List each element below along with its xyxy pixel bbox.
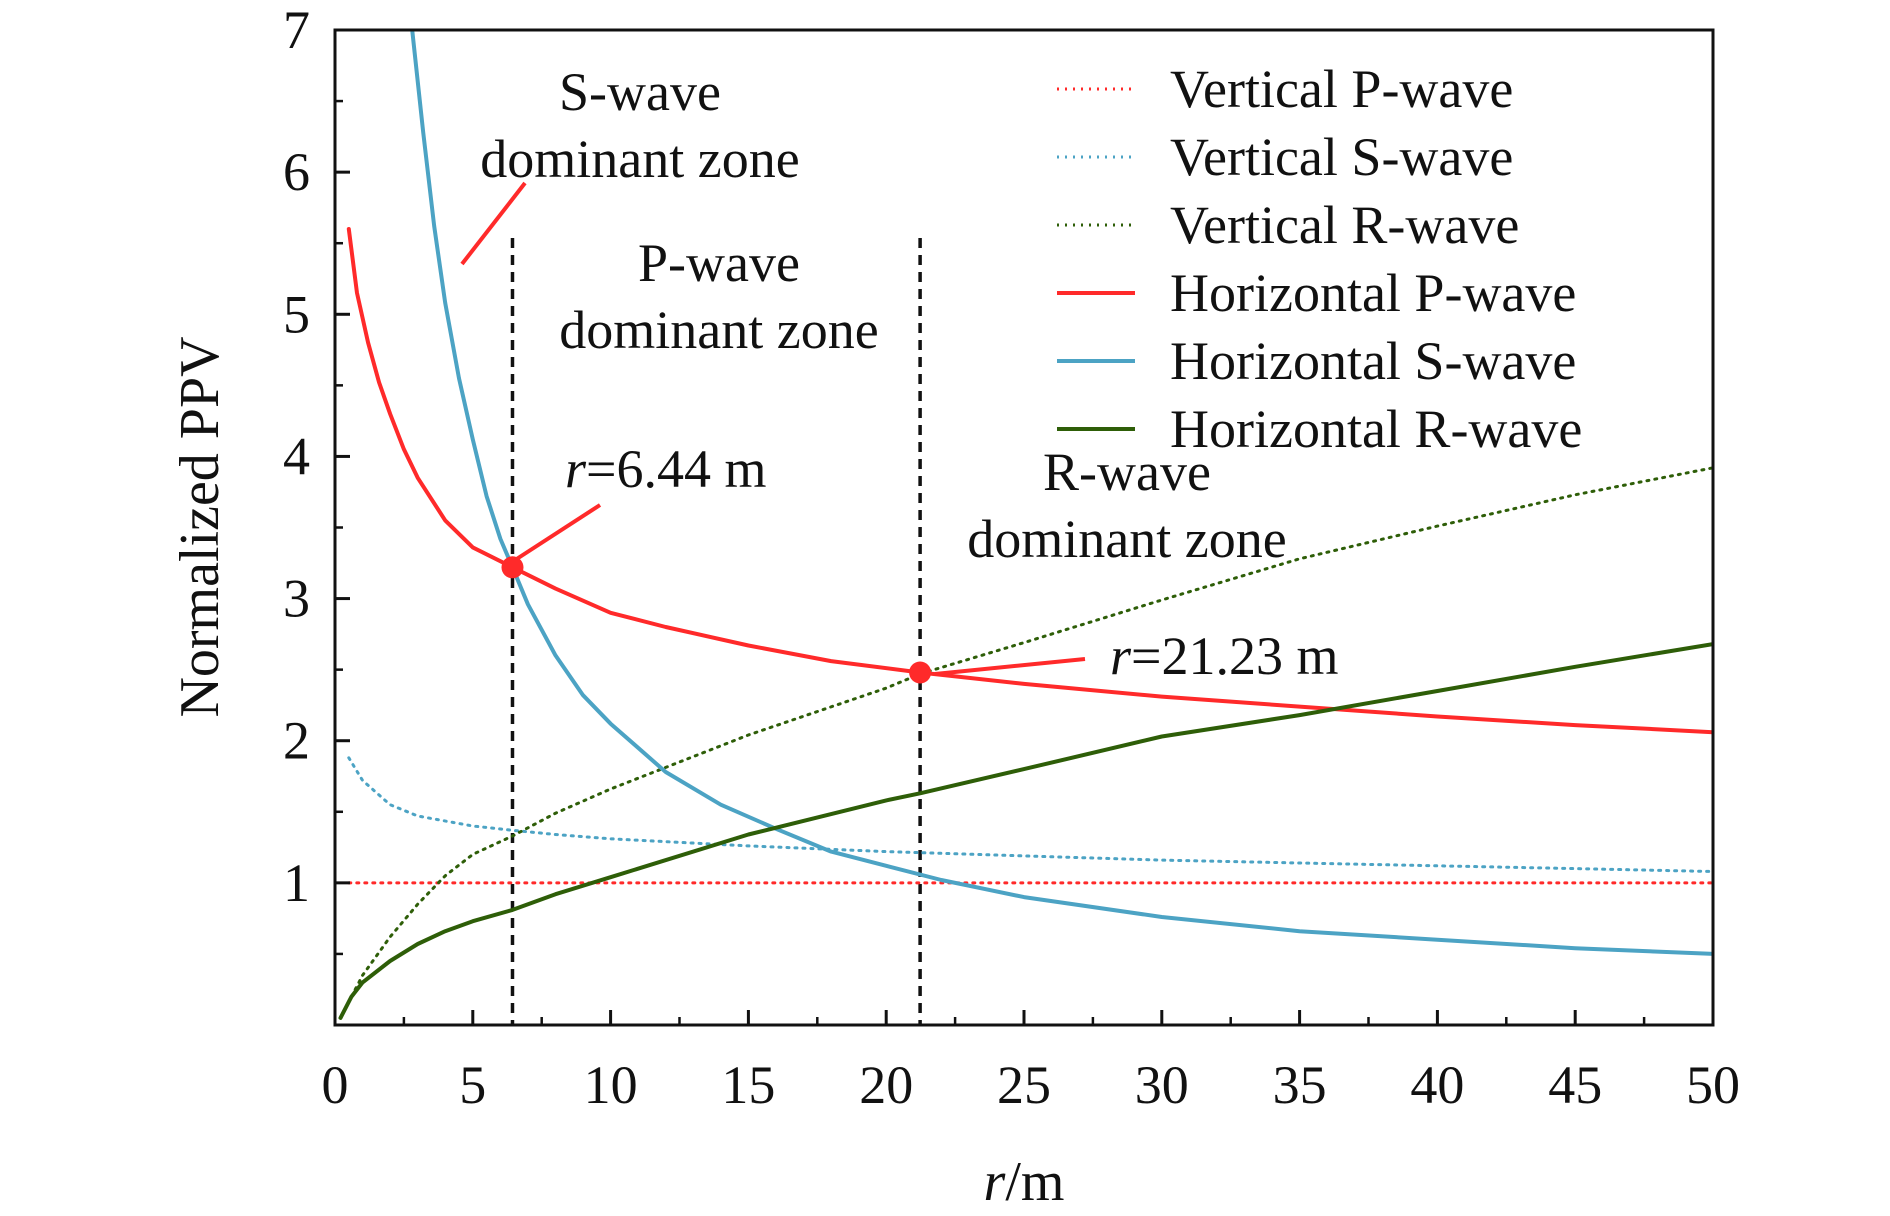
- legend-label: Vertical R-wave: [1170, 195, 1519, 255]
- s-zone-label-line1: S-wave: [559, 62, 721, 122]
- annotation-r-21.23: r=21.23 m: [1110, 626, 1338, 686]
- x-tick-label: 0: [322, 1055, 349, 1115]
- x-tick-label: 20: [859, 1055, 913, 1115]
- legend-item-vertical-p-wave: Vertical P-wave: [1057, 59, 1513, 119]
- y-tick-label: 1: [283, 853, 310, 913]
- pointer-line-r-21.23: [934, 657, 1086, 676]
- annotation-r-6.44: r=6.44 m: [565, 439, 766, 499]
- legend-item-vertical-r-wave: Vertical R-wave: [1057, 195, 1519, 255]
- r-zone-label-line2: dominant zone: [967, 509, 1286, 569]
- y-tick-label: 2: [283, 711, 310, 771]
- x-tick-label: 35: [1273, 1055, 1327, 1115]
- y-tick-label: 6: [283, 142, 310, 202]
- x-tick-label: 25: [997, 1055, 1051, 1115]
- x-tick-label: 50: [1686, 1055, 1740, 1115]
- r-zone-label-line1: R-wave: [1043, 442, 1211, 502]
- legend-item-horizontal-p-wave: Horizontal P-wave: [1057, 263, 1576, 323]
- legend-item-vertical-s-wave: Vertical S-wave: [1057, 127, 1513, 187]
- pointer-line-r-6.44: [510, 503, 602, 564]
- intersection-marker-1: [501, 556, 524, 579]
- pointer-line-s-zone: [460, 181, 527, 266]
- x-tick-label: 10: [584, 1055, 638, 1115]
- p-zone-label-line2: dominant zone: [559, 300, 878, 360]
- p-zone-label-line1: P-wave: [638, 233, 800, 293]
- legend-label: Vertical S-wave: [1170, 127, 1513, 187]
- series-horizontal-p-wave: [346, 227, 1713, 735]
- x-tick-label: 45: [1548, 1055, 1602, 1115]
- y-tick-label: 7: [283, 0, 310, 60]
- x-axis-title: r/m: [984, 1151, 1065, 1211]
- x-tick-label: 5: [459, 1055, 486, 1115]
- series-horizontal-r-wave: [338, 642, 1713, 1020]
- legend-label: Horizontal P-wave: [1170, 263, 1576, 323]
- y-tick-label: 5: [283, 284, 310, 344]
- y-axis-title: Normalized PPV: [169, 336, 231, 717]
- y-tick-label: 4: [283, 426, 310, 486]
- series-layer: [338, 30, 1713, 1020]
- legend-item-horizontal-s-wave: Horizontal S-wave: [1057, 331, 1576, 391]
- x-tick-label: 40: [1410, 1055, 1464, 1115]
- series-vertical-r-wave: [339, 466, 1713, 1020]
- series-horizontal-s-wave: [410, 30, 1713, 956]
- series-vertical-s-wave: [347, 756, 1713, 873]
- legend-label: Horizontal R-wave: [1170, 399, 1582, 459]
- legend-label: Vertical P-wave: [1170, 59, 1513, 119]
- intersection-marker-2: [909, 661, 932, 684]
- legend-label: Horizontal S-wave: [1170, 331, 1576, 391]
- intersection-markers: [501, 556, 932, 684]
- x-tick-label: 30: [1135, 1055, 1189, 1115]
- legend: Vertical P-wave Vertical S-wave Vertical R…: [1057, 59, 1582, 459]
- x-tick-label: 15: [721, 1055, 775, 1115]
- legend-item-horizontal-r-wave: Horizontal R-wave: [1057, 399, 1582, 459]
- s-zone-label-line2: dominant zone: [480, 129, 799, 189]
- y-tick-label: 3: [283, 569, 310, 629]
